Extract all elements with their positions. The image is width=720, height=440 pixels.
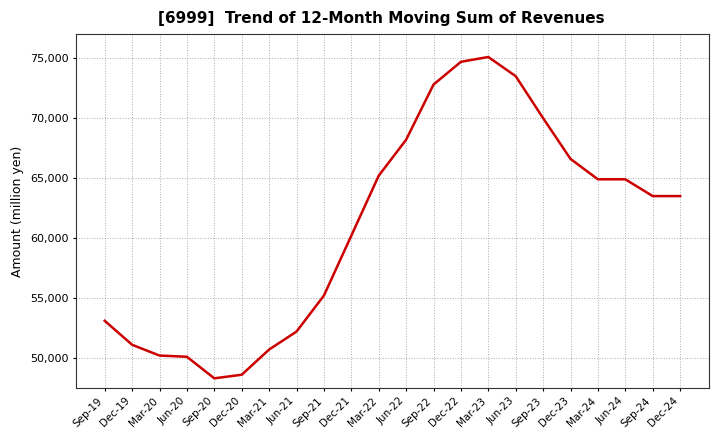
Text: [6999]  Trend of 12-Month Moving Sum of Revenues: [6999] Trend of 12-Month Moving Sum of R… (158, 11, 605, 26)
Y-axis label: Amount (million yen): Amount (million yen) (11, 146, 24, 277)
